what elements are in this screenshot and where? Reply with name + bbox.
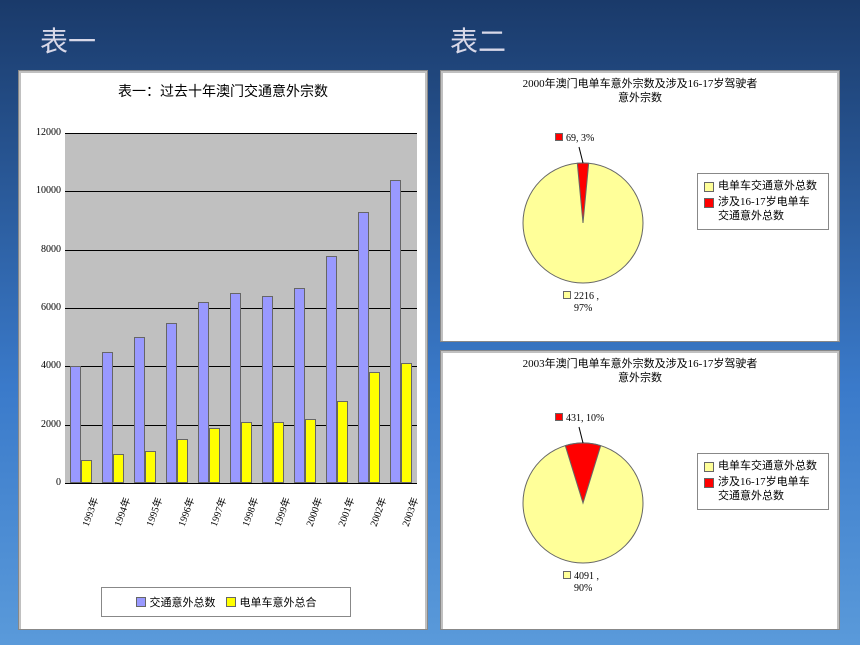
bar bbox=[113, 454, 124, 483]
pie-2000-plot: 69, 3% 2216 ,97% bbox=[463, 123, 703, 333]
x-tick-label: 1993年 bbox=[77, 495, 101, 528]
pie-2003-title-line1: 2003年澳门电单车意外宗数及涉及16-17岁驾驶者 bbox=[447, 357, 833, 371]
header-label-1: 表一 bbox=[40, 20, 96, 60]
x-tick-label: 1994年 bbox=[109, 495, 133, 528]
pie-2003-title: 2003年澳门电单车意外宗数及涉及16-17岁驾驶者 意外宗数 bbox=[443, 353, 837, 390]
bar-chart-panel: 表一：过去十年澳门交通意外宗数 0 2000 4000 6000 8000 10000 12… bbox=[18, 70, 428, 630]
pie-2000-title: 2000年澳门电单车意外宗数及涉及16-17岁驾驶者 意外宗数 bbox=[443, 73, 837, 110]
bar-chart-title: 表一：过去十年澳门交通意外宗数 bbox=[21, 73, 425, 109]
bar bbox=[70, 366, 81, 483]
pie-2003-title-line2: 意外宗数 bbox=[447, 371, 833, 385]
bar bbox=[134, 337, 145, 483]
pie-label-major: 4091 ,90% bbox=[563, 571, 599, 595]
legend-swatch bbox=[226, 597, 236, 607]
legend-label: 涉及16-17岁电单车交通意外总数 bbox=[718, 196, 810, 224]
header-label-2: 表二 bbox=[450, 20, 506, 60]
pie-chart-2003-panel: 2003年澳门电单车意外宗数及涉及16-17岁驾驶者 意外宗数 431, 10%… bbox=[440, 350, 840, 630]
legend-item: 涉及16-17岁电单车交通意外总数 bbox=[704, 196, 822, 224]
legend-swatch bbox=[136, 597, 146, 607]
x-tick-label: 1999年 bbox=[269, 495, 293, 528]
legend-swatch bbox=[704, 462, 714, 472]
x-tick-label: 2003年 bbox=[397, 495, 421, 528]
bar-x-axis: 1993年 1994年 1995年 1996年 1997年 1998年 1999年 2000年… bbox=[65, 487, 417, 567]
bar-plot-area bbox=[65, 133, 417, 483]
legend-item: 电单车交通意外总数 bbox=[704, 460, 822, 474]
y-tick-label: 8000 bbox=[21, 244, 61, 255]
bar bbox=[241, 422, 252, 483]
bar bbox=[209, 428, 220, 483]
bar bbox=[166, 323, 177, 483]
y-tick-label: 2000 bbox=[21, 419, 61, 430]
legend-item: 电单车意外总合 bbox=[226, 594, 317, 610]
x-tick-label: 2000年 bbox=[301, 495, 325, 528]
pie-2000-title-line1: 2000年澳门电单车意外宗数及涉及16-17岁驾驶者 bbox=[447, 77, 833, 91]
bar bbox=[262, 296, 273, 483]
bar bbox=[401, 363, 412, 483]
bar bbox=[337, 401, 348, 483]
y-tick-label: 4000 bbox=[21, 360, 61, 371]
bar bbox=[273, 422, 284, 483]
pie-2003-legend: 电单车交通意外总数涉及16-17岁电单车交通意外总数 bbox=[697, 453, 829, 510]
legend-label: 电单车交通意外总数 bbox=[718, 460, 817, 474]
legend-item: 交通意外总数 bbox=[136, 594, 216, 610]
legend-item: 涉及16-17岁电单车交通意外总数 bbox=[704, 476, 822, 504]
gridline bbox=[65, 483, 417, 484]
pie-chart-2000-panel: 2000年澳门电单车意外宗数及涉及16-17岁驾驶者 意外宗数 69, 3% 22… bbox=[440, 70, 840, 342]
bar-y-axis: 020004000600080001000012000 bbox=[21, 133, 65, 483]
bar bbox=[102, 352, 113, 483]
gridline bbox=[65, 133, 417, 134]
bar bbox=[369, 372, 380, 483]
y-tick-label: 12000 bbox=[21, 127, 61, 138]
x-tick-label: 1996年 bbox=[173, 495, 197, 528]
legend-label: 电单车意外总合 bbox=[240, 594, 317, 610]
bar bbox=[145, 451, 156, 483]
legend-swatch bbox=[704, 478, 714, 488]
pie-2000-title-line2: 意外宗数 bbox=[447, 91, 833, 105]
bar bbox=[294, 288, 305, 483]
bar bbox=[230, 293, 241, 483]
legend-label: 电单车交通意外总数 bbox=[718, 180, 817, 194]
pie-label-major: 2216 ,97% bbox=[563, 291, 599, 315]
bar bbox=[358, 212, 369, 483]
bar bbox=[305, 419, 316, 483]
x-tick-label: 1995年 bbox=[141, 495, 165, 528]
legend-swatch bbox=[704, 182, 714, 192]
legend-item: 电单车交通意外总数 bbox=[704, 180, 822, 194]
x-tick-label: 1998年 bbox=[237, 495, 261, 528]
bar bbox=[326, 256, 337, 484]
pie-2000-legend: 电单车交通意外总数涉及16-17岁电单车交通意外总数 bbox=[697, 173, 829, 230]
pie-label-minor: 431, 10% bbox=[555, 413, 604, 425]
x-tick-label: 1997年 bbox=[205, 495, 229, 528]
bar bbox=[198, 302, 209, 483]
legend-label: 交通意外总数 bbox=[150, 594, 216, 610]
y-tick-label: 6000 bbox=[21, 302, 61, 313]
gridline bbox=[65, 191, 417, 192]
x-tick-label: 2001年 bbox=[333, 495, 357, 528]
pie-label-minor: 69, 3% bbox=[555, 133, 594, 145]
x-tick-label: 2002年 bbox=[365, 495, 389, 528]
bar bbox=[177, 439, 188, 483]
legend-label: 涉及16-17岁电单车交通意外总数 bbox=[718, 476, 810, 504]
bar bbox=[81, 460, 92, 483]
y-tick-label: 10000 bbox=[21, 185, 61, 196]
y-tick-label: 0 bbox=[21, 477, 61, 488]
legend-swatch bbox=[704, 198, 714, 208]
bar bbox=[390, 180, 401, 483]
pie-2003-plot: 431, 10% 4091 ,90% bbox=[463, 403, 703, 618]
bar-legend: 交通意外总数 电单车意外总合 bbox=[101, 587, 351, 617]
